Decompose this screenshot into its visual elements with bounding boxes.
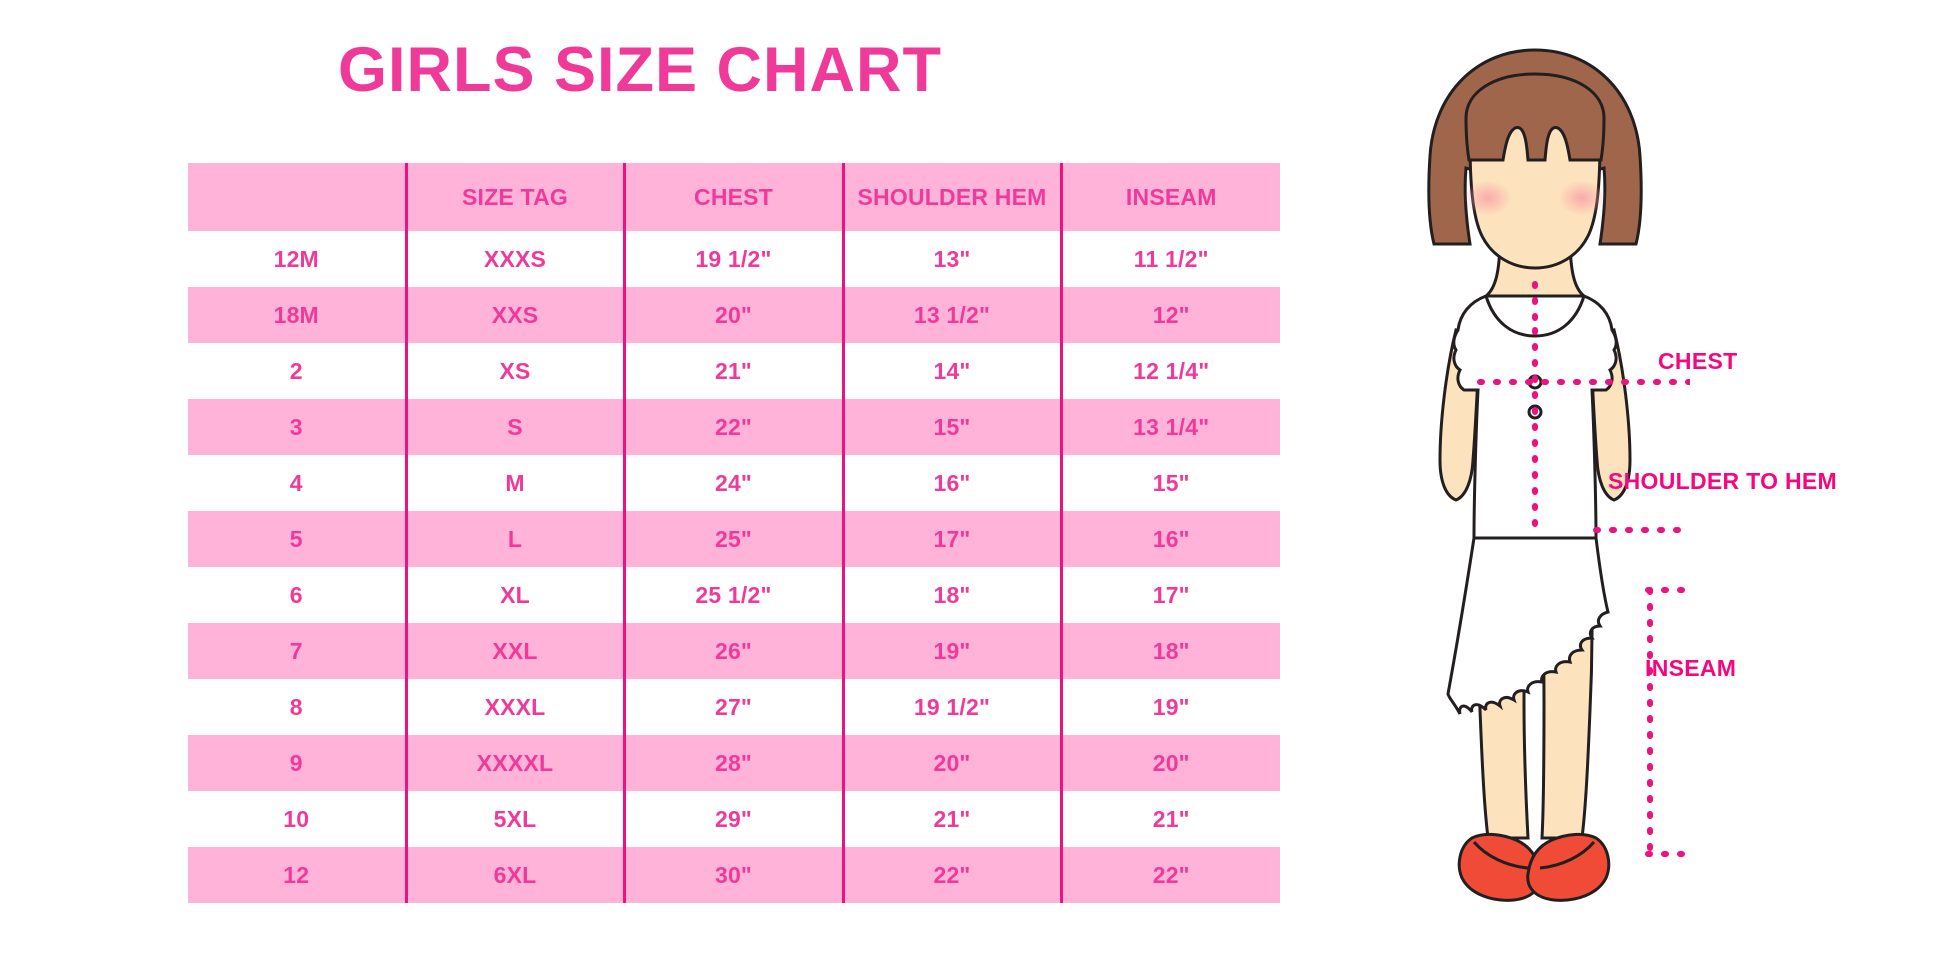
cell-chest: 24": [622, 455, 843, 511]
cell-chest: 20": [622, 287, 843, 343]
cell-inseam: 12 1/4": [1059, 343, 1280, 399]
cell-shoulder-hem: 17": [841, 511, 1061, 567]
cell-size-tag: M: [404, 455, 624, 511]
cell-shoulder-hem: 19": [841, 623, 1061, 679]
cell-shoulder-hem: 13 1/2": [841, 287, 1061, 343]
table-row: 10 5XL 29" 21" 21": [188, 791, 1280, 847]
face: [1464, 72, 1606, 270]
cell-shoulder-hem: 14": [841, 343, 1061, 399]
table-row: 3 S 22" 15" 13 1/4": [188, 399, 1280, 455]
cell-inseam: 16": [1059, 511, 1280, 567]
table-row: 4 M 24" 16" 15": [188, 455, 1280, 511]
cell-inseam: 13 1/4": [1059, 399, 1280, 455]
measurement-guides: [1477, 281, 1690, 857]
cell-size-tag: L: [404, 511, 624, 567]
cell-inseam: 20": [1059, 735, 1280, 791]
table-body: 12M XXXS 19 1/2" 13" 11 1/2" 18M XXS 20" 13 1/2"…: [188, 231, 1280, 903]
cell-size: 8: [188, 679, 406, 735]
table-row: 9 XXXXL 28" 20" 20": [188, 735, 1280, 791]
cell-size: 5: [188, 511, 406, 567]
cell-chest: 28": [622, 735, 843, 791]
cell-shoulder-hem: 22": [841, 847, 1061, 903]
cell-chest: 25": [622, 511, 843, 567]
cell-shoulder-hem: 13": [841, 231, 1061, 287]
table-row: 7 XXL 26" 19" 18": [188, 623, 1280, 679]
table-header: SIZE TAG CHEST SHOULDER HEM INSEAM: [188, 163, 1280, 231]
cell-chest: 25 1/2": [622, 567, 843, 623]
cell-inseam: 19": [1059, 679, 1280, 735]
cell-chest: 19 1/2": [622, 231, 843, 287]
table-row: 12 6XL 30" 22" 22": [188, 847, 1280, 903]
callout-label-inseam: INSEAM: [1645, 655, 1737, 681]
cell-size: 7: [188, 623, 406, 679]
cell-chest: 21": [622, 343, 843, 399]
table-row: 5 L 25" 17" 16": [188, 511, 1280, 567]
girl-figure-illustration: [1360, 30, 1690, 930]
cell-size-tag: 6XL: [404, 847, 624, 903]
cell-size-tag: 5XL: [404, 791, 624, 847]
cell-shoulder-hem: 16": [841, 455, 1061, 511]
cell-chest: 30": [622, 847, 843, 903]
column-header-size: [188, 163, 406, 231]
table-row: 18M XXS 20" 13 1/2" 12": [188, 287, 1280, 343]
cell-size: 3: [188, 399, 406, 455]
size-chart-table: SIZE TAG CHEST SHOULDER HEM INSEAM 12M XX…: [188, 163, 1280, 903]
cell-size-tag: XL: [404, 567, 624, 623]
cell-size: 10: [188, 791, 406, 847]
cell-chest: 27": [622, 679, 843, 735]
cell-shoulder-hem: 15": [841, 399, 1061, 455]
callout-label-shoulder-to-hem: SHOULDER TO HEM: [1608, 468, 1837, 494]
cell-size-tag: XXL: [404, 623, 624, 679]
page-title: GIRLS SIZE CHART: [337, 35, 942, 105]
cell-chest: 26": [622, 623, 843, 679]
cell-inseam: 12": [1059, 287, 1280, 343]
column-header-inseam: INSEAM: [1059, 163, 1280, 231]
cell-size-tag: XS: [404, 343, 624, 399]
table-header-row: SIZE TAG CHEST SHOULDER HEM INSEAM: [188, 163, 1280, 231]
cell-shoulder-hem: 21": [841, 791, 1061, 847]
callout-label-chest: CHEST: [1658, 348, 1738, 374]
cell-inseam: 15": [1059, 455, 1280, 511]
cell-inseam: 21": [1059, 791, 1280, 847]
cell-size: 6: [188, 567, 406, 623]
column-header-chest: CHEST: [622, 163, 843, 231]
table-row: 6 XL 25 1/2" 18" 17": [188, 567, 1280, 623]
cell-size-tag: XXS: [404, 287, 624, 343]
cell-size: 9: [188, 735, 406, 791]
cell-size: 2: [188, 343, 406, 399]
cell-shoulder-hem: 19 1/2": [841, 679, 1061, 735]
column-header-shoulder-hem: SHOULDER HEM: [841, 163, 1061, 231]
cell-shoulder-hem: 18": [841, 567, 1061, 623]
cell-chest: 22": [622, 399, 843, 455]
cell-size: 12: [188, 847, 406, 903]
cell-size: 12M: [188, 231, 406, 287]
cell-size: 18M: [188, 287, 406, 343]
cell-shoulder-hem: 20": [841, 735, 1061, 791]
cell-size-tag: XXXXL: [404, 735, 624, 791]
column-header-size-tag: SIZE TAG: [404, 163, 624, 231]
cell-inseam: 22": [1059, 847, 1280, 903]
cell-inseam: 17": [1059, 567, 1280, 623]
cell-size-tag: XXXL: [404, 679, 624, 735]
size-chart-table-wrapper: SIZE TAG CHEST SHOULDER HEM INSEAM 12M XX…: [188, 163, 1280, 903]
skirt: [1446, 536, 1610, 715]
cell-size: 4: [188, 455, 406, 511]
cell-chest: 29": [622, 791, 843, 847]
cell-inseam: 18": [1059, 623, 1280, 679]
table-row: 12M XXXS 19 1/2" 13" 11 1/2": [188, 231, 1280, 287]
cell-size-tag: S: [404, 399, 624, 455]
table-row: 8 XXXL 27" 19 1/2" 19": [188, 679, 1280, 735]
shoes: [1457, 832, 1611, 902]
table-row: 2 XS 21" 14" 12 1/4": [188, 343, 1280, 399]
cell-inseam: 11 1/2": [1059, 231, 1280, 287]
cell-size-tag: XXXS: [404, 231, 624, 287]
